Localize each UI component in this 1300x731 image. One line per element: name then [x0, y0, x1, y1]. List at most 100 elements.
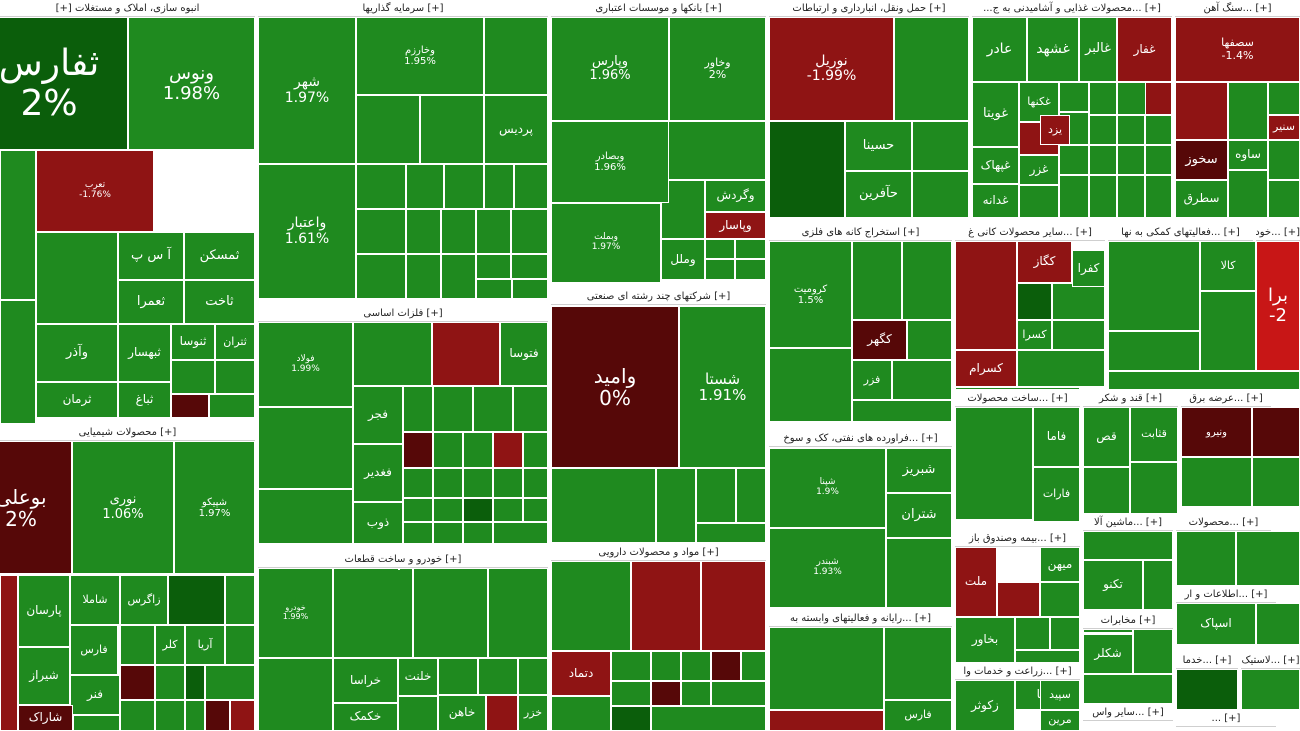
- filler-tile[interactable]: [73, 715, 120, 731]
- filler-tile[interactable]: [1040, 582, 1080, 617]
- filler-tile[interactable]: [514, 164, 548, 209]
- filler-tile[interactable]: [406, 209, 441, 254]
- filler-tile[interactable]: [1108, 331, 1200, 371]
- filler-tile[interactable]: [120, 665, 155, 700]
- filler-tile[interactable]: [420, 95, 484, 164]
- stock-tile[interactable]: دتماد: [551, 651, 611, 696]
- filler-tile[interactable]: [611, 706, 651, 731]
- stock-tile[interactable]: شاملا: [70, 575, 120, 625]
- filler-tile[interactable]: [1145, 82, 1172, 115]
- filler-tile[interactable]: [611, 651, 651, 681]
- filler-tile[interactable]: [444, 164, 484, 209]
- sector-header-s17[interactable]: [+] ...عرضه برق: [1181, 390, 1271, 407]
- filler-tile[interactable]: [493, 498, 523, 522]
- filler-tile[interactable]: [413, 568, 488, 658]
- sector-header-s19[interactable]: [+] مواد و محصولات دارویی: [551, 544, 766, 561]
- filler-tile[interactable]: [997, 582, 1040, 617]
- filler-tile[interactable]: [701, 561, 766, 651]
- filler-tile[interactable]: [0, 150, 36, 300]
- filler-tile[interactable]: [493, 432, 523, 468]
- filler-tile[interactable]: [631, 561, 701, 651]
- filler-tile[interactable]: [705, 259, 735, 280]
- filler-tile[interactable]: [769, 121, 845, 218]
- filler-tile[interactable]: [484, 17, 548, 95]
- filler-tile[interactable]: [403, 468, 433, 498]
- stock-tile[interactable]: برا -2: [1256, 241, 1300, 371]
- stock-tile[interactable]: فارس: [884, 700, 952, 731]
- filler-tile[interactable]: [476, 279, 512, 299]
- filler-tile[interactable]: [353, 322, 432, 386]
- filler-tile[interactable]: [1083, 629, 1133, 633]
- filler-tile[interactable]: [473, 386, 513, 432]
- filler-tile[interactable]: [513, 386, 548, 432]
- filler-tile[interactable]: [171, 360, 215, 394]
- filler-tile[interactable]: [36, 232, 118, 324]
- filler-tile[interactable]: [406, 164, 444, 209]
- filler-tile[interactable]: [955, 407, 1033, 520]
- stock-tile[interactable]: کفرا: [1072, 250, 1105, 287]
- stock-tile[interactable]: پردیس: [484, 95, 548, 164]
- filler-tile[interactable]: [432, 322, 500, 386]
- filler-tile[interactable]: [441, 254, 476, 299]
- filler-tile[interactable]: [736, 468, 766, 523]
- stock-tile[interactable]: کسرام: [955, 350, 1017, 387]
- stock-tile[interactable]: حسینا: [845, 121, 912, 171]
- filler-tile[interactable]: [711, 681, 766, 706]
- stock-tile[interactable]: فزر: [852, 360, 892, 400]
- filler-tile[interactable]: [463, 522, 493, 544]
- filler-tile[interactable]: [741, 651, 766, 681]
- sector-header-s26[interactable]: [+] ...زراعت و خدمات وا: [955, 663, 1080, 680]
- filler-tile[interactable]: [1133, 629, 1173, 674]
- sector-header-s10[interactable]: [+] ...سایر محصولات کانی غ: [955, 224, 1105, 241]
- stock-tile[interactable]: ثرمان: [36, 382, 118, 418]
- filler-tile[interactable]: [185, 700, 205, 731]
- filler-tile[interactable]: [205, 700, 230, 731]
- stock-tile[interactable]: شیراز: [18, 647, 70, 705]
- filler-tile[interactable]: [1089, 175, 1117, 218]
- stock-tile[interactable]: شبندر 1.93%: [769, 528, 886, 608]
- filler-tile[interactable]: [1015, 650, 1080, 663]
- filler-tile[interactable]: [1083, 674, 1173, 704]
- sector-header-s27[interactable]: [+] ...خدما: [1176, 652, 1238, 669]
- sector-header-s07[interactable]: [+] فلزات اساسی: [258, 305, 548, 322]
- filler-tile[interactable]: [398, 568, 400, 570]
- stock-tile[interactable]: فولاد 1.99%: [258, 322, 353, 407]
- filler-tile[interactable]: [955, 241, 1017, 350]
- stock-tile[interactable]: قثابت: [1130, 407, 1178, 462]
- stock-tile[interactable]: شتران: [886, 493, 952, 538]
- stock-tile[interactable]: کالا: [1200, 241, 1256, 291]
- filler-tile[interactable]: [356, 95, 420, 164]
- stock-tile[interactable]: ملت: [955, 547, 997, 617]
- filler-tile[interactable]: [1108, 241, 1200, 331]
- filler-tile[interactable]: [356, 164, 406, 209]
- filler-tile[interactable]: [225, 625, 255, 665]
- filler-tile[interactable]: [1017, 350, 1105, 387]
- stock-tile[interactable]: غپهاک: [972, 147, 1019, 184]
- stock-tile[interactable]: کگاز: [1017, 241, 1072, 283]
- sector-header-s06[interactable]: [+] ...سنگ آهن: [1175, 0, 1300, 17]
- filler-tile[interactable]: [1252, 407, 1300, 457]
- filler-tile[interactable]: [886, 538, 952, 608]
- stock-tile[interactable]: خاهن: [438, 695, 486, 731]
- sector-header-s24[interactable]: [+] ...اطلاعات و ار: [1176, 586, 1276, 603]
- stock-tile[interactable]: ثمسکن: [184, 232, 255, 280]
- filler-tile[interactable]: [356, 209, 406, 254]
- filler-tile[interactable]: [438, 658, 478, 695]
- filler-tile[interactable]: [551, 561, 631, 651]
- filler-tile[interactable]: [1228, 170, 1268, 218]
- filler-tile[interactable]: [1181, 457, 1252, 507]
- filler-tile[interactable]: [955, 387, 1080, 390]
- sector-header-s14[interactable]: [+] ...فراورده های نفتی، کک و سوخ: [769, 430, 952, 447]
- filler-tile[interactable]: [1015, 617, 1050, 650]
- sector-header-s16[interactable]: [+] قند و شکر: [1083, 390, 1178, 407]
- filler-tile[interactable]: [120, 700, 155, 731]
- stock-tile[interactable]: وآذر: [36, 324, 118, 382]
- stock-tile[interactable]: وگردش: [705, 180, 766, 212]
- stock-tile[interactable]: ثفارس 2%: [0, 17, 128, 150]
- stock-tile[interactable]: شکلر: [1083, 634, 1133, 674]
- stock-tile[interactable]: ثعمرا: [118, 280, 184, 324]
- filler-tile[interactable]: [0, 575, 18, 731]
- filler-tile[interactable]: [651, 706, 766, 731]
- filler-tile[interactable]: [512, 279, 548, 299]
- stock-tile[interactable]: غزر: [1019, 155, 1059, 185]
